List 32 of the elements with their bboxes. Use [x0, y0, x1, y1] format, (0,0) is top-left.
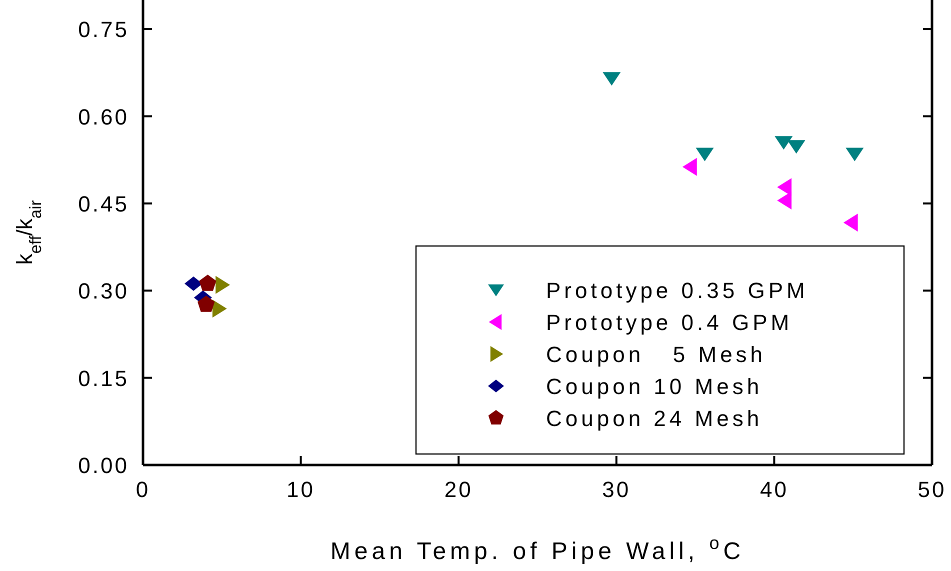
x-tick-label: 10 [286, 477, 316, 502]
point [787, 140, 806, 154]
point [199, 274, 216, 291]
point [846, 148, 864, 162]
y-tick-label: 0.45 [78, 191, 129, 216]
x-tick-label: 50 [918, 477, 946, 502]
point [682, 158, 697, 176]
legend-label: Coupon 5 Mesh [546, 342, 766, 367]
point [212, 300, 227, 318]
legend-label: Prototype 0.4 GPM [546, 310, 793, 335]
point [602, 72, 621, 86]
x-tick-label: 30 [602, 477, 631, 502]
point [696, 148, 714, 162]
y-tick-label: 0.75 [78, 17, 129, 42]
point [774, 136, 793, 150]
x-tick-label: 20 [444, 477, 473, 502]
y-tick-label: 0.60 [78, 104, 129, 130]
point [843, 214, 858, 232]
point [777, 178, 792, 196]
legend-label: Prototype 0.35 GPM [546, 278, 808, 303]
point [216, 276, 230, 294]
y-tick-label: 0.00 [78, 453, 129, 478]
point [184, 276, 202, 291]
x-axis-title: Mean Temp. of Pipe Wall, $^{o}$C [330, 533, 745, 565]
y-tick-label: 0.30 [78, 278, 129, 304]
point [198, 296, 215, 312]
legend-label: Coupon 10 Mesh [546, 374, 763, 399]
point [777, 192, 792, 210]
y-tick-label: 0.15 [78, 366, 129, 391]
x-tick-label: 0 [136, 477, 150, 502]
x-tick-label: 40 [760, 477, 788, 502]
legend-label: Coupon 24 Mesh [546, 406, 763, 431]
